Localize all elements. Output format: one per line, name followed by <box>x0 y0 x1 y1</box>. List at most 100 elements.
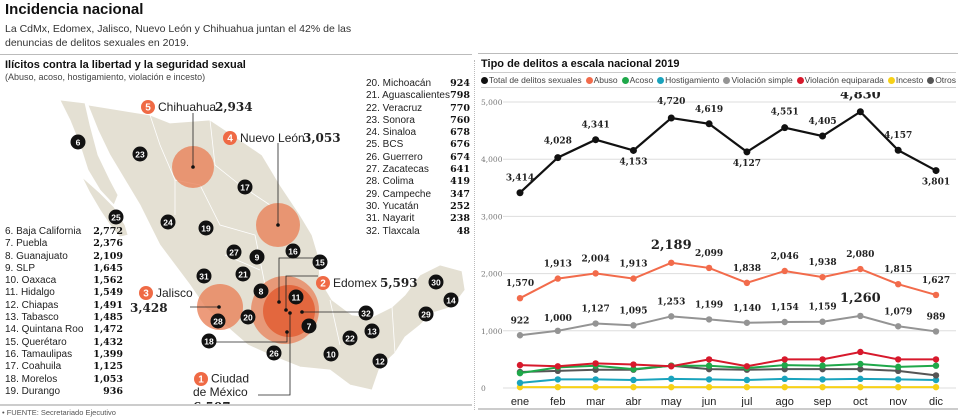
data-point <box>743 376 751 384</box>
x-tick-label: ago <box>776 396 794 407</box>
state-name: Nuevo León <box>240 131 305 145</box>
data-label: 4,153 <box>619 157 647 167</box>
svg-text:19: 19 <box>201 223 211 233</box>
data-label: 1,079 <box>884 307 912 317</box>
legend-swatch <box>796 76 804 84</box>
legend-item: Otros <box>927 75 956 85</box>
x-tick-label: mar <box>586 396 605 407</box>
state-marker: 20 <box>240 309 256 325</box>
state-value: 1,472 <box>93 324 123 336</box>
data-label: 1,140 <box>733 304 761 314</box>
data-point <box>932 372 940 379</box>
ranking-row: 27. Zacatecas 641 <box>366 164 470 176</box>
legend-label: Abuso <box>593 75 618 85</box>
state-name: 15. Querétaro <box>5 336 67 348</box>
data-point <box>592 383 599 391</box>
state-name: 19. Durango <box>5 385 61 397</box>
x-tick-label: dic <box>929 396 944 407</box>
ranking-row: 14. Quintana Roo 1,472 <box>5 324 123 336</box>
data-point <box>705 356 713 363</box>
legend-label: Hostigamiento <box>665 75 720 85</box>
svg-text:20: 20 <box>243 312 253 322</box>
data-point <box>894 363 902 371</box>
data-point <box>743 279 751 287</box>
data-label: 4,830 <box>840 92 881 103</box>
centroid-dots <box>191 165 304 334</box>
legend-swatch <box>887 76 895 84</box>
state-value: 760 <box>450 114 470 126</box>
ranking-row: 18. Morelos 1,053 <box>5 374 123 386</box>
data-point <box>932 356 940 363</box>
svg-text:23: 23 <box>135 149 145 159</box>
svg-text:13: 13 <box>367 326 377 336</box>
state-marker: 19 <box>198 220 214 236</box>
series-line <box>519 110 937 194</box>
series-hostigamiento <box>516 375 940 387</box>
state-marker: 15 <box>312 254 328 270</box>
data-point <box>554 363 562 370</box>
data-point <box>857 383 864 391</box>
state-marker: 14 <box>443 292 459 308</box>
svg-text:15: 15 <box>315 257 325 267</box>
series-line <box>519 314 937 337</box>
series-total-de-delitos-sexuales <box>516 108 940 197</box>
data-label: 4,127 <box>733 159 761 169</box>
state-name: 14. Quintana Roo <box>5 324 84 336</box>
state-name: 18. Morelos <box>5 373 58 385</box>
data-point <box>668 313 675 320</box>
svg-text:2: 2 <box>320 279 326 290</box>
data-point <box>705 383 713 391</box>
state-marker: 29 <box>418 306 434 322</box>
state-name: 13. Tabasco <box>5 312 59 324</box>
data-label: 1,199 <box>695 300 723 310</box>
x-tick-label: may <box>661 396 682 407</box>
state-name: de México <box>193 385 248 399</box>
state-name: 27. Zacatecas <box>366 164 429 176</box>
legend-label: Incesto <box>895 75 924 85</box>
data-point <box>668 259 675 266</box>
data-label: 1,095 <box>619 306 647 316</box>
data-point <box>667 114 675 122</box>
svg-text:29: 29 <box>421 309 431 319</box>
legend-label: Violación equiparada <box>804 75 884 85</box>
ranking-row: 17. Coahuila 1,125 <box>5 361 123 373</box>
data-label: 1,938 <box>808 258 836 268</box>
state-marker: 12 <box>372 353 388 369</box>
data-label: 1,154 <box>771 303 799 313</box>
state-marker: 23 <box>132 146 148 162</box>
state-name: 7. Puebla <box>5 238 48 250</box>
data-point <box>554 376 562 383</box>
legend-item: Total de delitos sexuales <box>481 75 582 85</box>
series-violación-equiparada <box>516 348 940 370</box>
data-point <box>630 275 637 282</box>
svg-text:28: 28 <box>213 316 223 326</box>
x-tick-label: sep <box>814 396 832 407</box>
state-value: 6,507 <box>193 400 231 405</box>
state-value: 48 <box>456 225 470 237</box>
state-value: 2,376 <box>93 238 123 250</box>
svg-text:25: 25 <box>111 212 121 222</box>
ranking-row: 22. Veracruz 770 <box>366 103 470 115</box>
data-label: 1,127 <box>582 305 610 315</box>
data-point <box>894 323 902 330</box>
data-point <box>819 273 826 281</box>
data-point <box>554 383 562 391</box>
ranking-row: 11. Hidalgo 1,549 <box>5 287 123 299</box>
svg-text:9: 9 <box>255 252 260 262</box>
series-line <box>519 350 936 368</box>
legend-label: Violación simple <box>731 75 793 85</box>
data-point <box>592 136 600 144</box>
state-name: 11. Hidalgo <box>5 287 55 299</box>
state-name: 22. Veracruz <box>366 102 423 114</box>
state-marker: 31 <box>196 268 212 284</box>
data-point <box>630 361 637 368</box>
divider <box>478 53 958 54</box>
state-marker: 22 <box>342 330 358 346</box>
svg-text:8: 8 <box>259 286 264 296</box>
data-point <box>781 267 788 275</box>
data-point <box>894 356 902 363</box>
chart-series <box>516 108 940 391</box>
data-point <box>743 148 751 156</box>
data-label: 2,046 <box>771 252 799 262</box>
data-label: 1,913 <box>544 260 572 270</box>
